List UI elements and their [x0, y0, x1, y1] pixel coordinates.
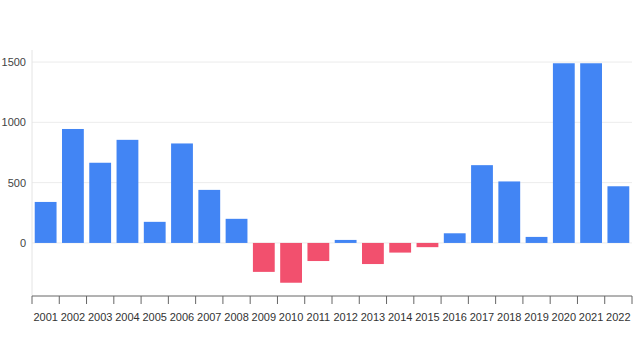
x-tick-label: 2001 — [33, 311, 57, 323]
x-tick — [195, 296, 196, 304]
bar — [362, 243, 384, 264]
grid-line — [32, 122, 632, 123]
x-tick-label: 2015 — [415, 311, 439, 323]
bar — [144, 222, 166, 243]
x-tick — [168, 296, 169, 304]
x-tick-label: 2019 — [524, 311, 548, 323]
x-tick-label: 2003 — [88, 311, 112, 323]
bar — [307, 243, 329, 261]
y-axis-line — [32, 50, 33, 296]
bar — [335, 240, 357, 243]
x-tick — [332, 296, 333, 304]
x-tick-label: 2014 — [388, 311, 412, 323]
bar — [171, 143, 193, 242]
bar — [471, 165, 493, 243]
x-tick-label: 2002 — [61, 311, 85, 323]
x-tick-label: 2007 — [197, 311, 221, 323]
x-tick — [386, 296, 387, 304]
x-tick-label: 2006 — [170, 311, 194, 323]
x-tick — [250, 296, 251, 304]
bar — [417, 243, 439, 247]
x-tick — [468, 296, 469, 304]
bar — [253, 243, 275, 272]
x-tick-label: 2004 — [115, 311, 139, 323]
x-tick-label: 2021 — [579, 311, 603, 323]
y-tick-label: 1500 — [2, 56, 26, 68]
x-tick — [577, 296, 578, 304]
x-tick — [604, 296, 605, 304]
bar — [526, 237, 548, 243]
bar — [553, 63, 575, 243]
x-tick — [495, 296, 496, 304]
y-tick-label: 0 — [20, 237, 26, 249]
bar — [280, 243, 302, 283]
x-tick — [141, 296, 142, 304]
bar — [117, 140, 139, 243]
x-tick — [86, 296, 87, 304]
bar — [607, 186, 629, 243]
x-tick-end — [632, 296, 633, 304]
x-tick-label: 2009 — [252, 311, 276, 323]
x-tick-label: 2011 — [307, 311, 331, 323]
x-tick — [304, 296, 305, 304]
x-tick — [413, 296, 414, 304]
bars — [35, 63, 630, 282]
x-tick — [277, 296, 278, 304]
x-tick-label: 2020 — [552, 311, 576, 323]
x-tick-label: 2013 — [361, 311, 385, 323]
bar — [62, 129, 84, 243]
bar — [580, 63, 602, 243]
x-tick-label: 2022 — [606, 311, 630, 323]
x-tick-label: 2018 — [497, 311, 521, 323]
x-tick — [59, 296, 60, 304]
x-tick-label: 2008 — [224, 311, 248, 323]
x-tick-label: 2005 — [142, 311, 166, 323]
x-tick — [222, 296, 223, 304]
x-tick — [522, 296, 523, 304]
chart-svg: 0 500 1000 1500 2001 2002200320042005 20062007… — [0, 0, 640, 360]
bar — [389, 243, 411, 253]
bar — [444, 233, 466, 243]
x-tick — [441, 296, 442, 304]
bar — [89, 163, 111, 243]
x-tick — [113, 296, 114, 304]
x-tick-label: 2016 — [442, 311, 466, 323]
chart: 0 500 1000 1500 2001 2002200320042005 20062007… — [0, 0, 640, 360]
x-tick — [32, 296, 33, 304]
bar — [226, 219, 248, 243]
y-tick-label: 500 — [8, 177, 26, 189]
bar — [35, 202, 57, 243]
y-tick-label: 1000 — [2, 116, 26, 128]
x-tick — [359, 296, 360, 304]
x-tick-label: 2010 — [279, 311, 303, 323]
x-tick-label: 2012 — [333, 311, 357, 323]
x-tick-label: 2017 — [470, 311, 494, 323]
grid-line — [32, 62, 632, 63]
bar — [198, 190, 220, 243]
bar — [498, 181, 520, 243]
x-tick — [550, 296, 551, 304]
